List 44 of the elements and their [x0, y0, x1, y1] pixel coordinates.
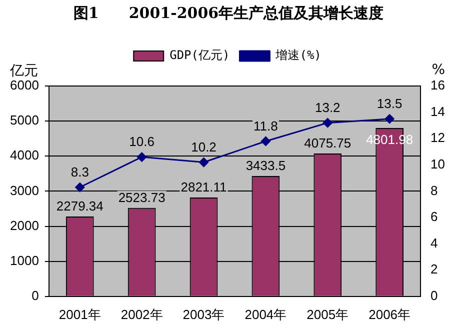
y2-tick-label: 16 — [430, 78, 446, 93]
legend-label: 增速(%) — [274, 48, 322, 62]
data-label: 4075.75 — [304, 136, 352, 151]
y2-tick-label: 0 — [430, 288, 438, 303]
x-tick-label: 2004年 — [244, 306, 287, 322]
legend-label: GDP(亿元) — [170, 48, 230, 62]
y2-tick-label: 14 — [430, 104, 446, 119]
y-tick-label: 5000 — [10, 112, 39, 128]
y-tick-label: 2000 — [10, 218, 39, 233]
data-label: 2523.73 — [118, 190, 166, 205]
y2-axis-title: % — [432, 62, 445, 78]
x-tick-label: 2005年 — [306, 306, 349, 322]
y-tick-label: 1000 — [10, 252, 39, 268]
y-axis-title: 亿元 — [10, 62, 38, 80]
point — [199, 158, 209, 168]
y-tick-label: 6000 — [10, 78, 39, 93]
y2-tick-label: 2 — [430, 262, 438, 277]
data-label: 11.8 — [254, 118, 278, 134]
chart-title: 图1 2001-2006年生产总值及其增长速度 — [72, 4, 385, 23]
y-tick-label: 3000 — [10, 182, 39, 198]
data-label: 2279.34 — [56, 198, 104, 214]
point — [137, 152, 147, 162]
x-tick-label: 2002年 — [120, 306, 163, 322]
x-tick-label: 2001年 — [58, 306, 101, 322]
data-label: 3433.5 — [246, 158, 286, 174]
data-label: 10.2 — [191, 139, 216, 154]
y-tick-label: 0 — [32, 288, 39, 303]
y-tick-label: 4000 — [10, 148, 39, 163]
data-label: 13.5 — [376, 96, 402, 111]
point — [322, 118, 332, 128]
point — [260, 136, 270, 146]
y2-tick-label: 8 — [430, 182, 438, 198]
data-label: 2821.11 — [180, 180, 227, 195]
point — [75, 182, 85, 192]
y2-tick-label: 6 — [430, 209, 438, 224]
y2-tick-label: 12 — [430, 130, 446, 146]
x-tick-label: 2006年 — [368, 306, 411, 322]
x-tick-label: 2003年 — [182, 306, 225, 322]
y2-tick-label: 10 — [430, 156, 446, 172]
point — [384, 114, 394, 124]
y2-tick-label: 4 — [430, 235, 438, 250]
data-label: 8.3 — [70, 164, 89, 180]
data-label: 13.2 — [314, 100, 340, 115]
data-label: 10.6 — [129, 134, 154, 150]
